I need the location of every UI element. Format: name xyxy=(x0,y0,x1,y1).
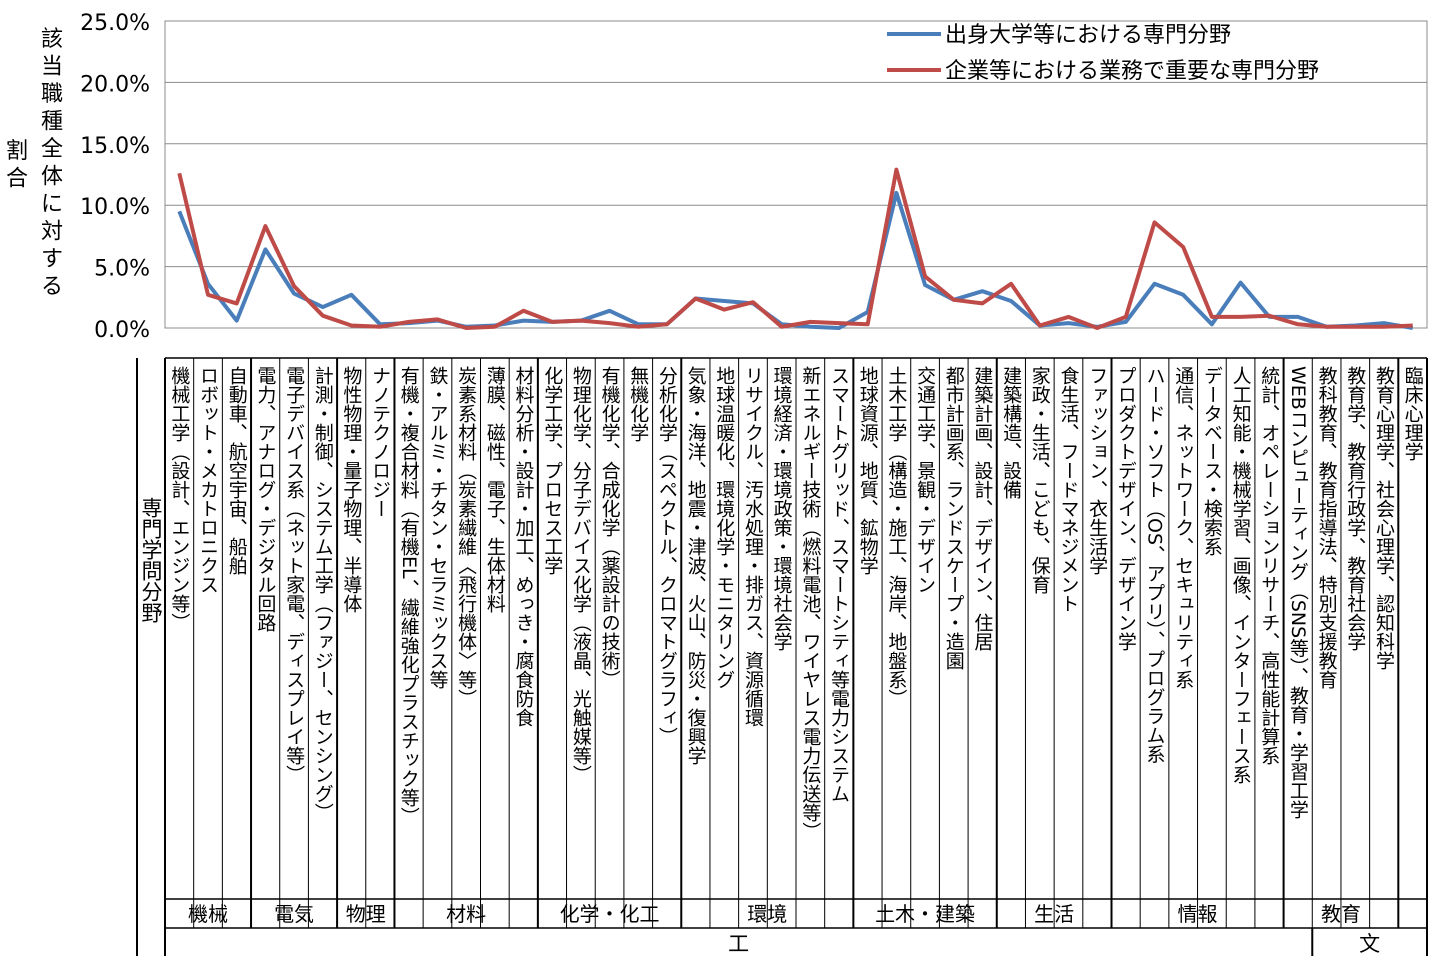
field-label: 物理 xyxy=(346,902,386,926)
field-label: 生活 xyxy=(1034,902,1074,926)
y-axis-label-char: 職 xyxy=(41,82,63,107)
category-label: 地球資源、地質、鉱物学 xyxy=(857,366,879,575)
y-axis-label-char: 体 xyxy=(41,165,63,190)
field-label: 情報 xyxy=(1178,902,1218,926)
category-label: 通信、ネットワーク、セキュリティ系 xyxy=(1172,366,1194,689)
category-label: 化学工学、プロセス工学 xyxy=(541,366,563,575)
category-label: プロダクトデザイン、デザイン学 xyxy=(1115,366,1137,651)
plot-area xyxy=(164,20,1428,330)
y-tick-label: 20.0% xyxy=(80,72,150,97)
y-axis-label-char: 対 xyxy=(41,220,63,245)
category-label: 地球温暖化、環境化学・モニタリング xyxy=(713,366,735,689)
category-label: WEBコンピューティング（SNS等）、教育・学習工学 xyxy=(1287,366,1309,819)
field-label: 材料 xyxy=(446,902,486,926)
legend-label: 出身大学等における専門分野 xyxy=(945,23,1231,48)
faculty-label: 文 xyxy=(1359,932,1380,956)
category-label: 教育学、教育行政学、教育社会学 xyxy=(1344,366,1366,651)
faculty-label: 工 xyxy=(728,932,749,956)
y-axis-label-char: 当 xyxy=(41,55,63,80)
category-label: 土木工学（構造・施工、海岸、地盤系） xyxy=(885,366,907,708)
category-label: 分析化学（スペクトル、クロマトグラフィ） xyxy=(656,366,678,746)
category-table: 工 文 機械 電気 物理 材料 化学・化工 環境 土木・建築 生活 情報 教育 専門学問分野 機械工学（設… xyxy=(136,357,1428,956)
category-label: 環境経済・環境政策・環境社会学 xyxy=(771,366,793,651)
category-label: 臨床心理学 xyxy=(1402,366,1424,461)
y-tick-label: 0.0% xyxy=(94,318,150,343)
category-label: 物理化学、分子デバイス化学（液晶、光触媒等） xyxy=(570,366,592,784)
category-label: リサイクル、汚水処理・排ガス、資源循環 xyxy=(742,366,764,727)
category-label: ロボット・メカトロニクス xyxy=(197,366,219,594)
category-label: 計測・制御、システム工学（ファジー、センシング） xyxy=(312,366,334,822)
y-tick-label: 15.0% xyxy=(80,134,150,159)
category-label: 有機・複合材料（有機EL、繊維強化プラスチック等） xyxy=(398,366,420,826)
category-label: ファッション、衣生活学 xyxy=(1086,366,1108,575)
row-header: 専門学問分野 xyxy=(139,497,163,623)
field-label: 土木・建築 xyxy=(875,902,975,926)
y-axis-label-char: 全 xyxy=(41,137,63,162)
field-label: 機械 xyxy=(188,902,228,926)
series-line-2 xyxy=(177,167,1413,330)
category-label: 新エネルギー技術（燃料電池、ワイヤレス電力伝送等） xyxy=(799,366,821,841)
field-label: 教育 xyxy=(1321,902,1361,926)
y-tick-label: 5.0% xyxy=(94,257,150,282)
plot-border xyxy=(164,20,1428,329)
category-label: 気象・海洋、地震・津波、火山、防災・復興学 xyxy=(685,366,707,765)
category-label: 食生活、フードマネジメント xyxy=(1057,366,1079,613)
category-label: 物性物理・量子物理、半導体 xyxy=(340,366,362,613)
category-label: 無機化学 xyxy=(627,366,649,442)
y-axis: 0.0% 5.0% 10.0% 15.0% 20.0% 25.0% xyxy=(80,11,150,343)
category-label: スマートグリッド、スマートシティ等電力システム xyxy=(828,366,850,803)
category-label: 都市計画系、ランドスケープ・造園 xyxy=(943,366,965,670)
y-tick-label: 25.0% xyxy=(80,11,150,36)
category-label: 有機化学、合成化学（薬設計の技術） xyxy=(599,366,621,689)
category-label: 材料分析・設計・加工、めっき・腐食防食 xyxy=(513,366,535,727)
category-label: データベース・検索系 xyxy=(1201,366,1223,556)
category-label: 建築計画、設計、デザイン、住居 xyxy=(971,366,993,651)
category-label: ナノテクノロジー xyxy=(369,366,391,518)
y-axis-label-char: 該 xyxy=(41,27,63,52)
category-label: 建築構造、設備 xyxy=(1000,366,1022,499)
category-label: 炭素系材料（炭素繊維〈飛行機体〉等） xyxy=(455,366,477,708)
category-label: 家政・生活、こども、保育 xyxy=(1029,366,1051,595)
legend-label: 企業等における業務で重要な専門分野 xyxy=(945,59,1319,84)
category-label: 薄膜、磁性、電子、生体材料 xyxy=(484,366,506,613)
category-label: 教科教育、教育指導法、特別支援教育 xyxy=(1316,366,1338,690)
y-tick-label: 10.0% xyxy=(80,195,150,220)
series-line-1 xyxy=(177,190,1414,330)
category-label: 教育心理学、社会心理学、認知科学 xyxy=(1373,366,1395,670)
category-label: 電力、アナログ・デジタル回路 xyxy=(254,366,276,632)
y-axis-label-char: 割 xyxy=(6,139,28,164)
y-axis-label-char: に xyxy=(41,192,63,217)
category-label: ハード・ソフト（OS、アプリ）、プログラム系 xyxy=(1144,366,1166,764)
y-axis-label-char: 種 xyxy=(41,110,63,135)
field-label: 化学・化工 xyxy=(560,902,660,926)
category-label: 自動車、航空宇宙、船舶 xyxy=(226,366,248,575)
category-label: 統計、オペレーションリサーチ、高性能計算系 xyxy=(1258,366,1280,765)
category-label: 鉄・アルミ・チタン・セラミックス等 xyxy=(426,366,448,689)
field-label: 電気 xyxy=(274,902,314,926)
y-axis-label-char: す xyxy=(41,247,63,272)
y-axis-label-char: る xyxy=(41,275,63,300)
category-label: 電子デバイス系（ネット家電、ディスプレイ等） xyxy=(283,366,305,784)
y-axis-label-char: 合 xyxy=(6,167,28,192)
field-label: 環境 xyxy=(747,902,787,926)
category-label: 交通工学、景観・デザイン xyxy=(914,366,936,594)
category-label: 人工知能・機械学習、画像、インターフェース系 xyxy=(1230,366,1252,784)
category-label: 機械工学（設計、エンジン等） xyxy=(168,366,190,632)
